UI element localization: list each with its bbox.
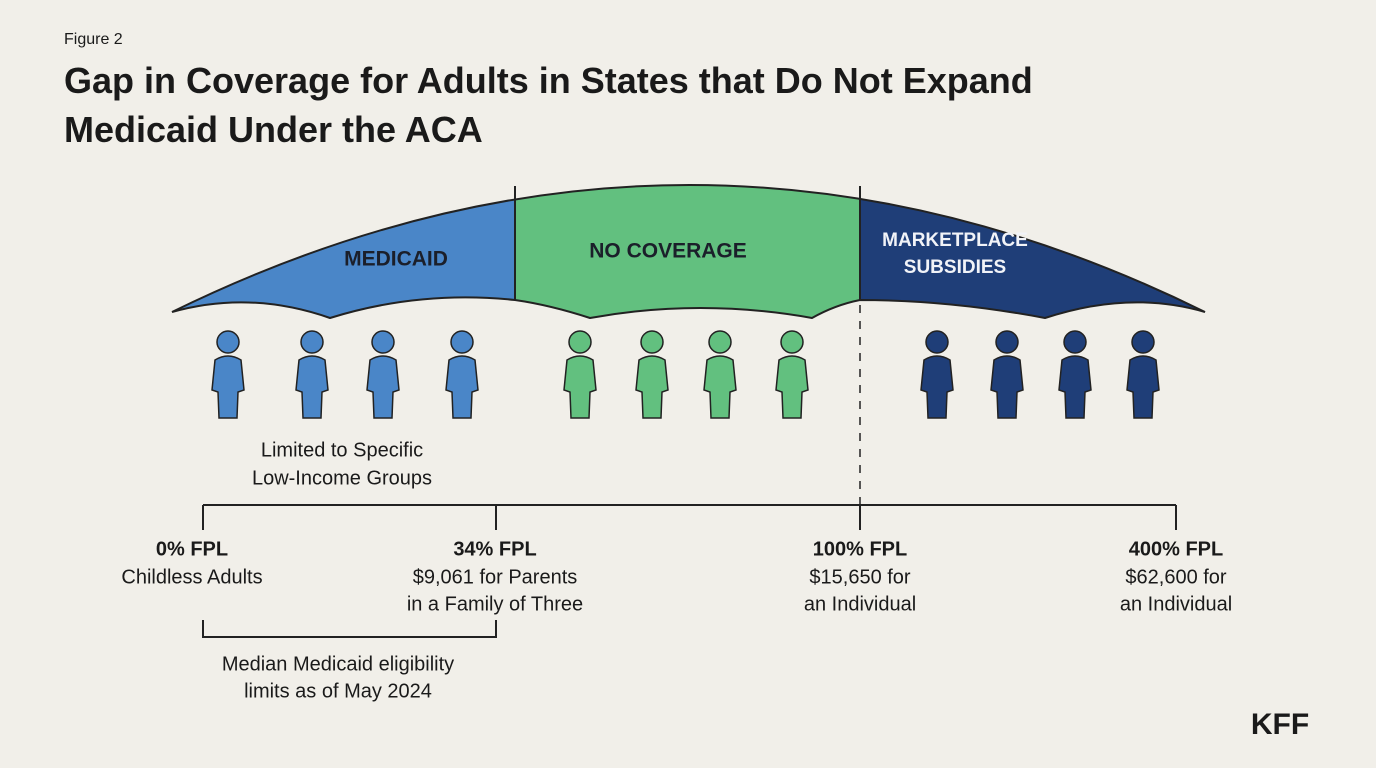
marker-detail: in a Family of Three: [407, 593, 583, 615]
figure-label: Figure 2: [64, 31, 123, 48]
title: Gap in Coverage for Adults in States tha…: [64, 60, 1033, 101]
marker-detail: an Individual: [1120, 593, 1232, 615]
note: Limited to Specific: [261, 439, 423, 461]
bracket-note: limits as of May 2024: [244, 680, 432, 702]
marker-detail: Childless Adults: [121, 566, 262, 588]
marker-label: 100% FPL: [813, 538, 907, 560]
marker-detail: an Individual: [804, 593, 916, 615]
segment-label: MARKETPLACE: [882, 230, 1028, 251]
title: Medicaid Under the ACA: [64, 109, 483, 150]
timeline: [202, 504, 1177, 530]
marker-label: 0% FPL: [156, 538, 228, 560]
marker-detail: $9,061 for Parents: [413, 566, 578, 588]
marker-detail: $15,650 for: [809, 566, 911, 588]
note: Low-Income Groups: [252, 467, 432, 489]
segment-label: SUBSIDIES: [904, 257, 1006, 278]
marker-detail: $62,600 for: [1125, 566, 1227, 588]
segment-label: NO COVERAGE: [589, 240, 747, 263]
logo: KFF: [1251, 708, 1309, 741]
bracket: [202, 620, 497, 638]
people-marketplace: [920, 330, 1160, 419]
bracket-note: Median Medicaid eligibility: [222, 653, 454, 675]
marker-label: 400% FPL: [1129, 538, 1223, 560]
people-medicaid: [211, 330, 479, 419]
people-no-coverage: [563, 330, 809, 419]
marker-label: 34% FPL: [453, 538, 536, 560]
segment-label: MEDICAID: [344, 248, 448, 271]
